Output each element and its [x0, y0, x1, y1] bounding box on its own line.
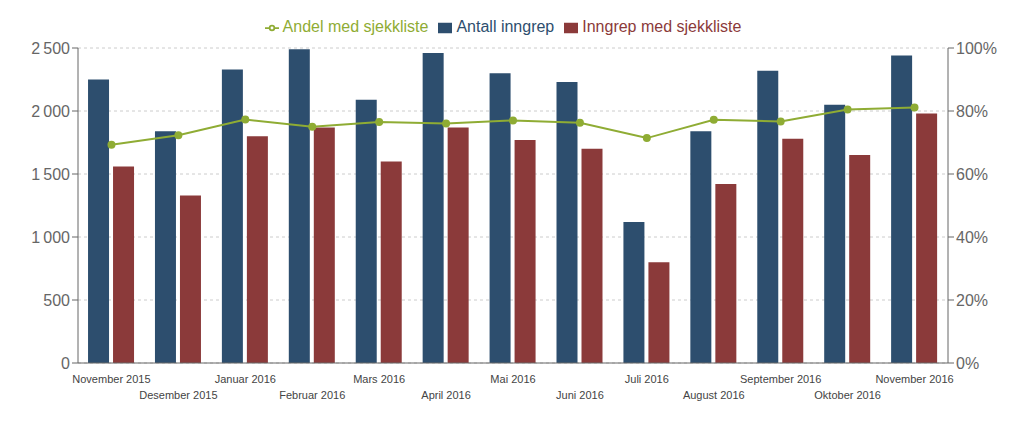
svg-text:Februar 2016: Februar 2016: [279, 389, 345, 401]
html-text:Antall inngrep: Antall inngrep: [456, 18, 555, 35]
svg-text:Juli 2016: Juli 2016: [625, 373, 669, 385]
svg-text:1 500: 1 500: [31, 166, 70, 183]
svg-text:1 000: 1 000: [31, 229, 70, 246]
svg-text:Oktober 2016: Oktober 2016: [814, 389, 881, 401]
svg-text:Januar 2016: Januar 2016: [215, 373, 276, 385]
html-text:Andel med sjekkliste: Andel med sjekkliste: [282, 18, 429, 35]
svg-text:500: 500: [43, 292, 70, 309]
svg-text:20%: 20%: [956, 292, 988, 309]
html-text:Inngrep med sjekkliste: Inngrep med sjekkliste: [582, 18, 742, 35]
svg-text:April 2016: April 2016: [421, 389, 471, 401]
svg-text:2 000: 2 000: [31, 103, 70, 120]
svg-text:August 2016: August 2016: [683, 389, 745, 401]
svg-text:80%: 80%: [956, 103, 988, 120]
svg-text:November 2016: November 2016: [875, 373, 953, 385]
svg-text:November 2015: November 2015: [72, 373, 150, 385]
svg-text:Mars 2016: Mars 2016: [353, 373, 405, 385]
svg-text:0%: 0%: [956, 355, 979, 372]
svg-text:100%: 100%: [956, 40, 997, 57]
svg-text:60%: 60%: [956, 166, 988, 183]
svg-text:September 2016: September 2016: [740, 373, 821, 385]
svg-text:Juni 2016: Juni 2016: [556, 389, 604, 401]
svg-text:40%: 40%: [956, 229, 988, 246]
svg-text:Mai 2016: Mai 2016: [490, 373, 535, 385]
svg-text:Desember 2015: Desember 2015: [139, 389, 217, 401]
svg-text:2 500: 2 500: [31, 40, 70, 57]
svg-text:0: 0: [61, 355, 70, 372]
